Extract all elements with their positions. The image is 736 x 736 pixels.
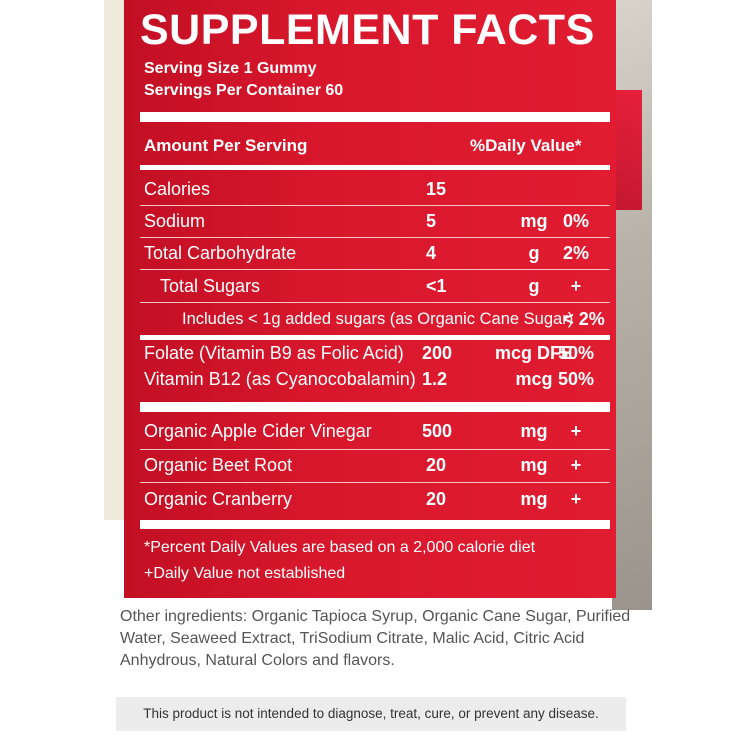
supplement-facts-panel: SUPPLEMENT FACTS Serving Size 1 Gummy Se… — [124, 0, 616, 598]
row-amount: 5 — [426, 211, 437, 231]
footnote-not-established: +Daily Value not established — [144, 565, 346, 582]
header-row: Amount Per Serving %Daily Value* — [144, 131, 606, 161]
other-ingredients: Other ingredients: Organic Tapioca Syrup… — [120, 608, 631, 669]
row-dv: + — [570, 455, 582, 475]
row-amount: 200 — [422, 343, 453, 363]
row-dv: 50% — [557, 369, 595, 389]
row-dv: < 2% — [563, 309, 605, 329]
row-dv: + — [570, 421, 582, 441]
table-row: Calories 15 — [144, 174, 606, 204]
background-left — [104, 0, 126, 520]
table-row: Folate (Vitamin B9 as Folic Acid) 200 mc… — [144, 338, 606, 368]
row-amount: 500 — [422, 421, 453, 441]
row-name: Folate (Vitamin B9 as Folic Acid) — [144, 343, 404, 363]
table-row: Includes < 1g added sugars (as Organic C… — [144, 304, 606, 334]
row-unit: mcg — [515, 369, 553, 389]
table-row: Organic Apple Cider Vinegar 500 mg + — [144, 416, 606, 446]
thick-rule-mid — [140, 335, 610, 340]
row-unit: g — [528, 243, 540, 263]
thick-rule-ingredients — [140, 402, 610, 412]
row-name: Total Sugars — [160, 276, 261, 296]
row-amount: 1.2 — [422, 369, 448, 389]
row-divider — [140, 482, 610, 483]
thick-rule-bottom — [140, 520, 610, 529]
row-amount: 4 — [426, 243, 437, 263]
row-amount: 20 — [426, 489, 447, 509]
header-dv: %Daily Value* — [470, 136, 582, 155]
row-divider — [140, 449, 610, 450]
header-amount: Amount Per Serving — [144, 136, 308, 155]
row-dv: 50% — [557, 343, 595, 363]
row-dv: + — [570, 489, 582, 509]
disclaimer-text: This product is not intended to diagnose… — [143, 706, 599, 721]
row-name: Organic Cranberry — [144, 489, 293, 509]
row-divider — [140, 205, 610, 206]
thick-rule-top — [140, 112, 610, 122]
row-unit: mg — [520, 489, 548, 509]
row-name: Organic Apple Cider Vinegar — [144, 421, 372, 441]
table-row: Vitamin B12 (as Cyanocobalamin) 1.2 mcg … — [144, 364, 606, 394]
row-name: Calories — [144, 179, 211, 199]
row-name: Includes < 1g added sugars (as Organic C… — [182, 310, 574, 328]
row-dv: 0% — [562, 211, 589, 231]
row-amount: 15 — [426, 179, 447, 199]
row-divider — [140, 237, 610, 238]
row-unit: g — [528, 276, 540, 296]
row-dv: + — [570, 276, 582, 296]
thick-rule-header — [140, 165, 610, 170]
row-unit: mg — [520, 421, 548, 441]
table-row: Total Sugars <1 g + — [144, 271, 606, 301]
row-amount: <1 — [426, 276, 447, 296]
table-row: Sodium 5 mg 0% — [144, 206, 606, 236]
row-divider — [140, 269, 610, 270]
row-unit: mg — [520, 211, 548, 231]
row-amount: 20 — [426, 455, 447, 475]
row-divider — [140, 302, 610, 303]
row-name: Vitamin B12 (as Cyanocobalamin) — [144, 369, 416, 389]
panel-title: SUPPLEMENT FACTS — [140, 6, 595, 54]
row-dv: 2% — [562, 243, 589, 263]
serving-size: Serving Size 1 Gummy — [144, 60, 317, 77]
footnote-daily-values: *Percent Daily Values are based on a 2,0… — [144, 539, 536, 556]
disclaimer-bar: This product is not intended to diagnose… — [116, 697, 626, 731]
row-name: Total Carbohydrate — [144, 243, 297, 263]
row-name: Organic Beet Root — [144, 455, 293, 475]
row-unit: mcg DFE — [494, 343, 573, 363]
background-stripe — [612, 90, 642, 210]
row-name: Sodium — [144, 211, 206, 231]
table-row: Total Carbohydrate 4 g 2% — [144, 238, 606, 268]
table-row: Organic Cranberry 20 mg + — [144, 484, 606, 514]
table-row: Organic Beet Root 20 mg + — [144, 450, 606, 480]
servings-per-container: Servings Per Container 60 — [144, 82, 344, 99]
row-unit: mg — [520, 455, 548, 475]
